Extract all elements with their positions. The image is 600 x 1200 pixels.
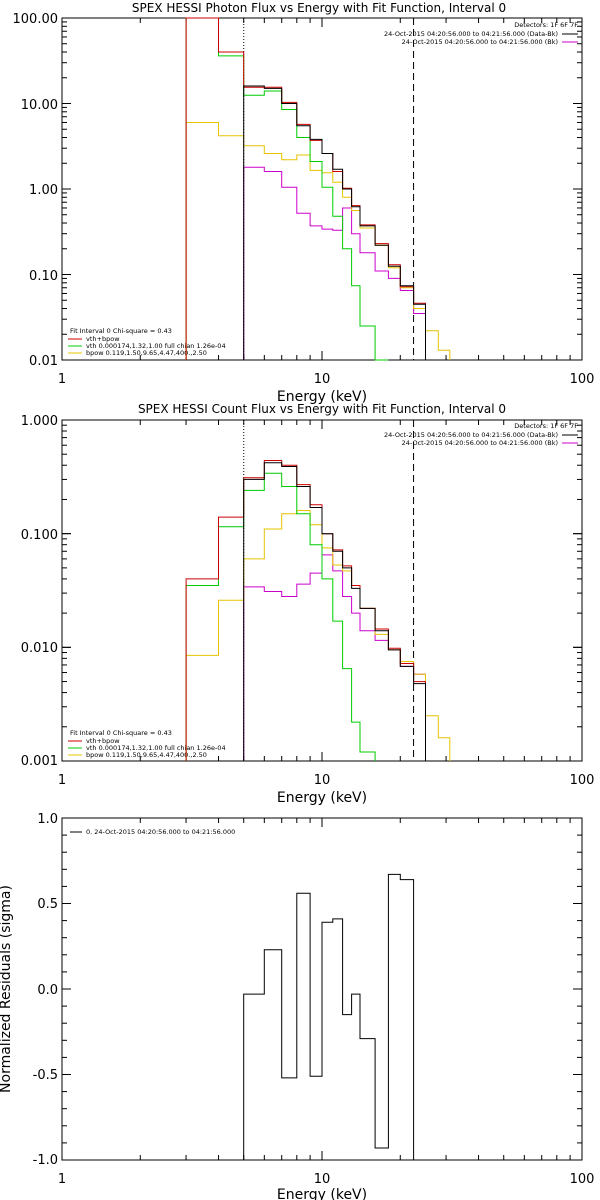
count-flux-panel: SPEX HESSI Count Flux vs Energy with Fit… bbox=[21, 402, 595, 806]
photon-flux-x-axis-title: Energy (keV) bbox=[277, 389, 367, 405]
residuals-y-tick-labels: -1.0 -0.5 0.0 0.5 1.0 bbox=[33, 812, 58, 1168]
y-tick-label: 0.100 bbox=[21, 528, 58, 543]
y-tick-label: 0.01 bbox=[29, 354, 58, 369]
chart-marks bbox=[61, 17, 583, 1161]
legend-entry-residual: 0. 24-Oct-2015 04:20:56.000 to 04:21:56.… bbox=[86, 828, 235, 836]
count-flux-title: SPEX HESSI Count Flux vs Energy with Fit… bbox=[138, 402, 506, 416]
photon-flux-tick-marks bbox=[61, 17, 583, 361]
count-flux-background-series bbox=[243, 554, 426, 761]
legend-entry-data: 24-Oct-2015 04:20:56.000 to 04:21:56.000… bbox=[384, 30, 558, 38]
y-tick-label: 10.00 bbox=[21, 98, 58, 113]
photon-flux-title: SPEX HESSI Photon Flux vs Energy with Fi… bbox=[132, 1, 506, 15]
count-flux-fit-legend: Fit Interval 0 Chi-square = 0.43 vth+bpo… bbox=[68, 729, 226, 759]
count-flux-bpow-series bbox=[185, 510, 451, 761]
photon-flux-vth-series bbox=[185, 17, 389, 361]
y-tick-label: 1.0 bbox=[37, 812, 58, 827]
x-tick-label: 1 bbox=[58, 1172, 66, 1187]
legend-entry-total: vth+bpow bbox=[86, 737, 120, 745]
count-flux-data-series bbox=[243, 462, 426, 761]
x-tick-label: 100 bbox=[570, 372, 595, 387]
y-tick-label: 100.00 bbox=[13, 12, 59, 27]
legend-entry-bpow: bpow 0.119,1.50,9.65,4.47,400.,2.50 bbox=[86, 751, 207, 759]
residuals-x-axis-title: Energy (keV) bbox=[277, 1187, 367, 1200]
photon-flux-panel: SPEX HESSI Photon Flux vs Energy with Fi… bbox=[13, 1, 595, 405]
legend-entry-data: 24-Oct-2015 04:20:56.000 to 04:21:56.000… bbox=[384, 431, 558, 439]
residuals-y-axis-title: Normalized Residuals (sigma) bbox=[0, 885, 14, 1093]
legend-entry-total: vth+bpow bbox=[86, 335, 120, 343]
photon-flux-data-series bbox=[243, 85, 426, 360]
legend-entry-background: 24-Oct-2015 04:20:56.000 to 04:21:56.000… bbox=[402, 439, 558, 447]
y-tick-label: -1.0 bbox=[33, 1153, 58, 1168]
photon-flux-marks bbox=[61, 17, 583, 361]
legend-fit-header: Fit Interval 0 Chi-square = 0.43 bbox=[70, 327, 172, 335]
residuals-residual-series bbox=[243, 873, 415, 1160]
photon-flux-plot-frame bbox=[61, 17, 583, 361]
legend-entry-vth: vth 0.000174,1.32,1.00 full chian 1.26e-… bbox=[86, 744, 226, 752]
count-flux-tick-marks bbox=[61, 419, 583, 762]
x-tick-label: 1 bbox=[58, 773, 66, 788]
x-tick-label: 100 bbox=[570, 1172, 595, 1187]
residuals-marks bbox=[61, 817, 583, 1161]
photon-flux-y-tick-labels: 0.01 0.10 1.00 10.00 100.00 bbox=[13, 12, 59, 369]
count-flux-plot-frame bbox=[61, 419, 583, 762]
count-flux-vth-series bbox=[185, 472, 376, 761]
count-flux-marks bbox=[61, 419, 583, 762]
residuals-tick-marks bbox=[61, 817, 583, 1161]
photon-flux-x-tick-labels: 1 10 100 bbox=[58, 372, 595, 387]
count-flux-y-tick-labels: 0.001 0.010 0.100 1.000 bbox=[21, 414, 58, 769]
x-tick-label: 1 bbox=[58, 372, 66, 387]
photon-flux-fit-legend: Fit Interval 0 Chi-square = 0.43 vth+bpo… bbox=[68, 327, 226, 357]
residuals-legend: 0. 24-Oct-2015 04:20:56.000 to 04:21:56.… bbox=[70, 828, 235, 836]
x-tick-label: 10 bbox=[314, 372, 331, 387]
residuals-x-tick-labels: 1 10 100 bbox=[58, 1172, 595, 1187]
y-tick-label: 0.10 bbox=[29, 269, 58, 284]
legend-detectors: Detectors: 1F 6F 7F bbox=[514, 21, 578, 29]
y-tick-label: 0.010 bbox=[21, 641, 58, 656]
legend-fit-header: Fit Interval 0 Chi-square = 0.43 bbox=[70, 729, 172, 737]
x-tick-label: 10 bbox=[314, 1172, 331, 1187]
count-flux-x-tick-labels: 1 10 100 bbox=[58, 773, 595, 788]
legend-entry-bpow: bpow 0.119,1.50,9.65,4.47,400.,2.50 bbox=[86, 349, 207, 357]
y-tick-label: 0.5 bbox=[37, 897, 58, 912]
y-tick-label: -0.5 bbox=[33, 1068, 58, 1083]
photon-flux-vth-plus-bpow-series bbox=[185, 17, 426, 360]
y-tick-label: 0.0 bbox=[37, 983, 58, 998]
photon-flux-detectors-legend: Detectors: 1F 6F 7F 24-Oct-2015 04:20:56… bbox=[384, 21, 578, 46]
legend-entry-background: 24-Oct-2015 04:20:56.000 to 04:21:56.000… bbox=[402, 38, 558, 46]
x-tick-label: 10 bbox=[314, 773, 331, 788]
count-flux-vth-plus-bpow-series bbox=[185, 460, 426, 761]
residuals-panel: Normalized Residuals (sigma) -1.0 -0.5 0… bbox=[0, 812, 594, 1200]
y-tick-label: 1.000 bbox=[21, 414, 58, 429]
legend-entry-vth: vth 0.000174,1.32,1.00 full chian 1.26e-… bbox=[86, 342, 226, 350]
y-tick-label: 0.001 bbox=[21, 754, 58, 769]
photon-flux-bpow-series bbox=[185, 122, 451, 360]
count-flux-detectors-legend: Detectors: 1F 6F 7F 24-Oct-2015 04:20:56… bbox=[384, 422, 578, 447]
count-flux-x-axis-title: Energy (keV) bbox=[277, 790, 367, 806]
x-tick-label: 100 bbox=[570, 773, 595, 788]
photon-flux-background-series bbox=[243, 166, 426, 360]
y-tick-label: 1.00 bbox=[29, 183, 58, 198]
legend-detectors: Detectors: 1F 6F 7F bbox=[514, 422, 578, 430]
